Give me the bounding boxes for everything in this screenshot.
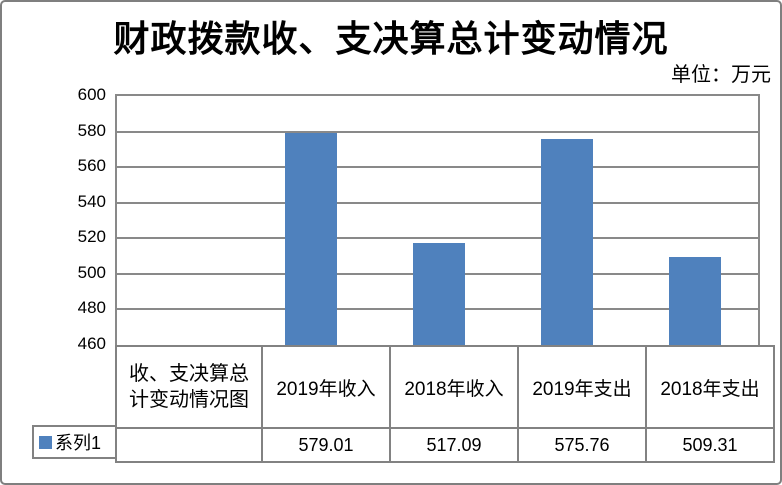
table-value-2018-income: 517.09 — [389, 427, 519, 463]
gridline — [117, 237, 758, 240]
table-value-2019-expense: 575.76 — [517, 427, 647, 463]
bar-2019年支出 — [541, 139, 593, 345]
gridline — [117, 166, 758, 169]
y-axis-labels: 460 480 500 520 540 560 580 600 — [2, 85, 106, 353]
table-value-2018-expense: 509.31 — [645, 427, 775, 463]
series-swatch-icon — [39, 435, 52, 449]
y-axis-tick-label: 480 — [77, 298, 106, 318]
y-axis-tick-label: 540 — [77, 191, 106, 211]
y-axis-tick-label: 560 — [77, 156, 106, 176]
table-header-2018-expense: 2018年支出 — [645, 345, 775, 429]
legend-label: 系列1 — [55, 433, 102, 453]
table-value-2019-income: 579.01 — [261, 427, 391, 463]
table-header-2019-income: 2019年收入 — [261, 345, 391, 429]
y-axis-tick-label: 600 — [77, 85, 106, 104]
y-axis-tick-label: 520 — [77, 227, 106, 247]
y-axis-tick-label: 460 — [77, 334, 106, 353]
chart-title: 财政拨款收、支决算总计变动情况 — [113, 19, 669, 59]
gridline — [117, 201, 758, 204]
legend-cell: 系列1 — [32, 425, 117, 459]
bar-2018年支出 — [669, 257, 721, 345]
bar-2019年收入 — [285, 133, 337, 345]
table-header-2019-expense: 2019年支出 — [517, 345, 647, 429]
plot-area — [115, 94, 760, 345]
table-corner-cell: 收、支决算总计变动情况图 — [115, 345, 263, 429]
unit-label: 单位：万元 — [671, 64, 771, 86]
data-table: 收、支决算总计变动情况图 2019年收入 2018年收入 2019年支出 201… — [115, 345, 775, 463]
bar-2018年收入 — [413, 243, 465, 345]
table-header-2018-income: 2018年收入 — [389, 345, 519, 429]
gridline — [117, 130, 758, 133]
table-value-row: 579.01 517.09 575.76 509.31 — [115, 427, 775, 463]
y-axis-tick-label: 500 — [77, 262, 106, 282]
table-header-row: 收、支决算总计变动情况图 2019年收入 2018年收入 2019年支出 201… — [115, 345, 775, 429]
table-empty-cell — [115, 427, 263, 463]
y-axis-tick-label: 580 — [77, 120, 106, 140]
